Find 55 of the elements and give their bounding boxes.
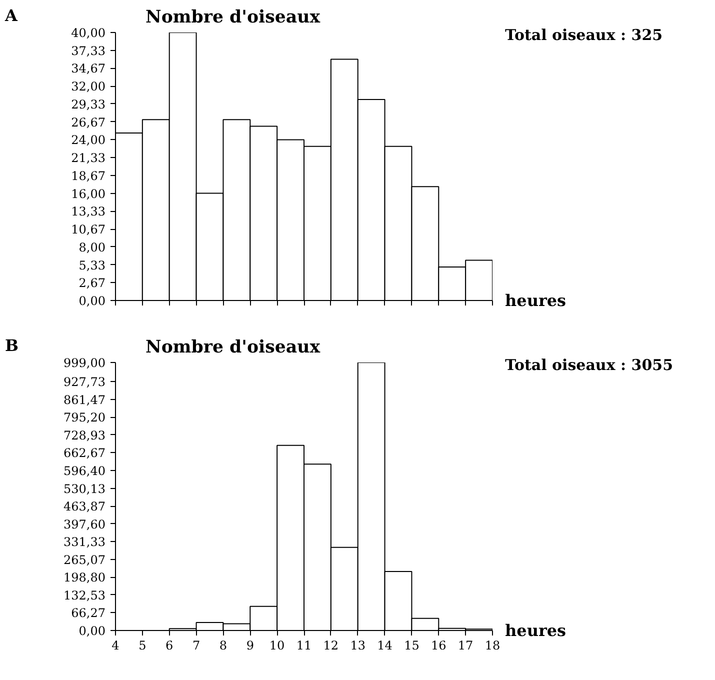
- y-tick-label: 463,87: [64, 500, 106, 514]
- y-tick-label: 37,33: [71, 44, 106, 58]
- y-tick-label: 596,40: [64, 464, 106, 478]
- text: Total oiseaux : 3055: [505, 355, 674, 376]
- y-tick-label: 397,60: [64, 517, 106, 532]
- x-tick-label: 5: [138, 638, 146, 652]
- y-tick-label: 66,27: [71, 606, 106, 620]
- y-tick-label: 132,53: [64, 588, 106, 602]
- x-tick-label: 15: [404, 638, 420, 652]
- y-tick-label: 21,33: [71, 151, 106, 166]
- x-tick-label: 6: [166, 638, 174, 652]
- y-tick-label: 32,00: [71, 80, 106, 94]
- y-tick-label: 198,80: [64, 570, 106, 585]
- y-tick-label: 34,67: [71, 62, 106, 76]
- y-axis-title: Nombre d'oiseaux: [146, 338, 321, 358]
- y-tick-label: 2,67: [78, 276, 106, 290]
- x-tick-label: 14: [377, 638, 393, 652]
- y-tick-label: 927,73: [64, 375, 106, 390]
- y-tick-label: 13,33: [71, 204, 106, 219]
- y-tick-label: 29,33: [71, 97, 106, 112]
- x-axis-title: heures: [505, 290, 566, 312]
- x-tick-label: 11: [296, 638, 312, 652]
- y-tick-label: 265,07: [64, 552, 106, 567]
- y-tick-label: 5,33: [78, 258, 106, 272]
- x-tick-label: 4: [112, 638, 120, 652]
- x-tick-label: 17: [458, 638, 474, 652]
- y-tick-label: 999,00: [64, 356, 106, 370]
- y-tick-label: 10,67: [71, 222, 106, 237]
- x-tick-label: 9: [246, 638, 254, 652]
- x-tick-label: 8: [219, 638, 228, 652]
- y-tick-label: 16,00: [71, 186, 106, 201]
- y-tick-label: 8,00: [78, 240, 106, 254]
- y-tick-label: 331,33: [64, 535, 106, 550]
- x-tick-label: 7: [192, 638, 200, 652]
- y-tick-label: 0,00: [78, 294, 106, 308]
- y-tick-label: 26,67: [71, 115, 106, 130]
- x-tick-label: 12: [323, 638, 339, 652]
- y-tick-label: 861,47: [64, 392, 106, 407]
- y-tick-label: 662,67: [64, 446, 106, 460]
- x-tick-label: 18: [484, 638, 500, 652]
- x-axis-title: heures: [505, 620, 566, 642]
- y-tick-label: 40,00: [71, 26, 106, 40]
- x-tick-label: 16: [431, 638, 446, 652]
- x-tick-label: 13: [350, 638, 366, 652]
- y-tick-label: 728,93: [64, 428, 106, 442]
- x-tick-label: 10: [269, 638, 285, 652]
- y-tick-label: 530,13: [64, 482, 106, 496]
- chart-title: B: [5, 335, 19, 357]
- y-tick-label: 24,00: [71, 133, 106, 148]
- y-tick-label: 18,67: [71, 168, 106, 183]
- chart-title: A: [5, 5, 18, 27]
- y-axis-title: Nombre d'oiseaux: [146, 8, 321, 28]
- y-tick-label: 795,20: [64, 410, 106, 425]
- y-tick-label: 0,00: [78, 624, 106, 638]
- text: Total oiseaux : 325: [505, 25, 663, 46]
